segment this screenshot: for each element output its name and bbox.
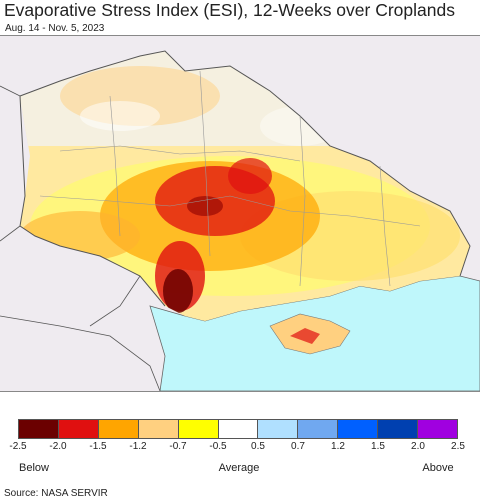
legend-swatch (218, 420, 259, 438)
source-credit: Source: NASA SERVIR (4, 488, 108, 499)
map-title: Evaporative Stress Index (ESI), 12-Weeks… (4, 0, 455, 20)
legend-tick-label: -2.5 (9, 441, 27, 452)
legend-tick-label: 0.5 (251, 441, 265, 452)
legend-below-label: Below (19, 462, 49, 474)
legend-swatch (178, 420, 219, 438)
legend-tick-label: 1.2 (331, 441, 345, 452)
legend-swatch (98, 420, 139, 438)
legend-tick-label: 0.7 (291, 441, 305, 452)
legend-tick-label: 2.0 (411, 441, 425, 452)
legend-swatch (418, 420, 457, 438)
map-canvas (0, 50, 480, 391)
esi-color-legend (18, 419, 458, 439)
legend-swatch (338, 420, 379, 438)
date-range: Aug. 14 - Nov. 5, 2023 (5, 23, 105, 34)
legend-swatch (138, 420, 179, 438)
legend-swatch (58, 420, 99, 438)
legend-swatch (378, 420, 419, 438)
legend-tick-label: 1.5 (371, 441, 385, 452)
legend-tick-label: -1.2 (129, 441, 147, 452)
legend-tick-label: -1.5 (89, 441, 107, 452)
legend-average-label: Average (218, 462, 260, 474)
esi-map (0, 35, 480, 392)
legend-swatch (298, 420, 339, 438)
legend-above-label: Above (422, 462, 454, 474)
legend-tick-label: -0.5 (209, 441, 227, 452)
legend-tick-label: -0.7 (169, 441, 187, 452)
legend-tick-label: 2.5 (451, 441, 465, 452)
legend-tick-label: -2.0 (49, 441, 67, 452)
legend-swatch (258, 420, 299, 438)
legend-swatch (19, 420, 59, 438)
